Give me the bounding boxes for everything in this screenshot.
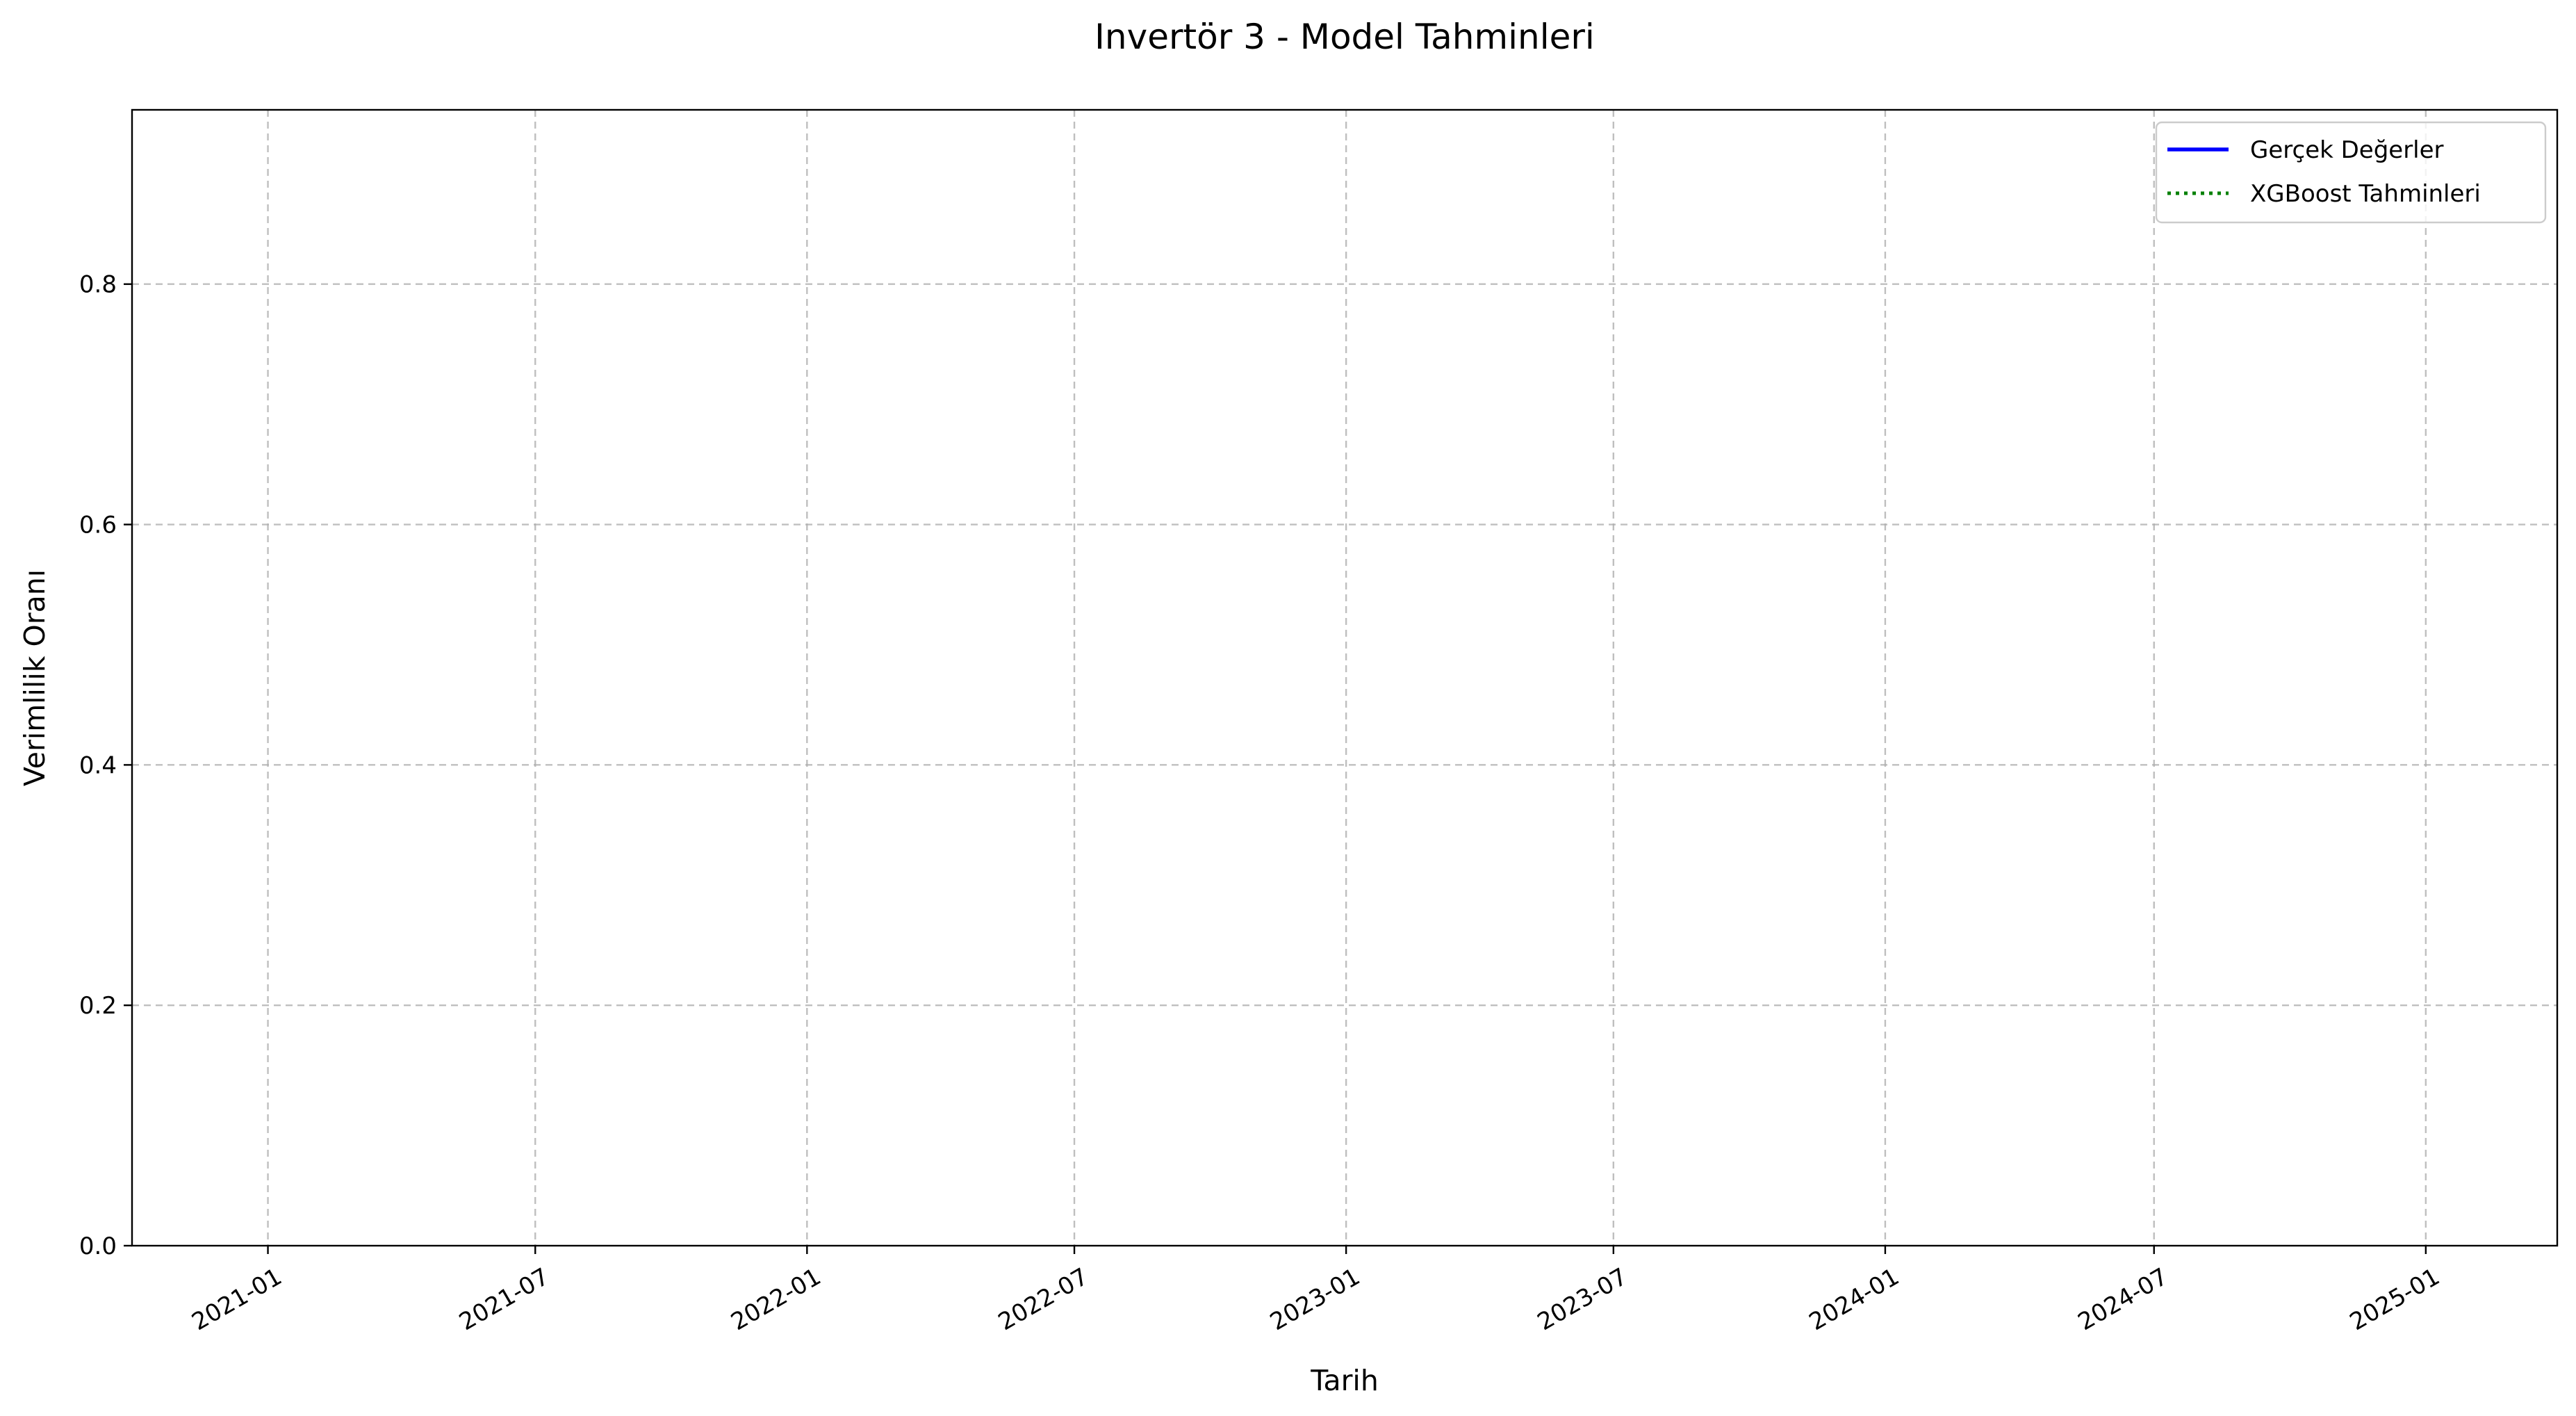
y-tick-label: 0.8: [79, 271, 117, 299]
y-tick-label: 0.0: [79, 1232, 117, 1260]
legend-label-actual: Gerçek Değerler: [2250, 136, 2444, 164]
legend-label-xgboost: XGBoost Tahminleri: [2250, 180, 2481, 208]
plot-area-frame: [131, 108, 2559, 1247]
legend-frame: [2155, 121, 2547, 224]
y-tick-label: 0.4: [79, 751, 117, 779]
legend: Gerçek Değerler XGBoost Tahminleri: [2155, 121, 2547, 224]
y-axis-title: Verimlilik Oranı: [18, 569, 51, 786]
y-tick-label: 0.6: [79, 512, 117, 539]
grid-lines: [132, 110, 2557, 1246]
chart-title: Invertör 3 - Model Tahminleri: [1094, 17, 1595, 57]
x-axis-title: Tarih: [1310, 1364, 1379, 1397]
y-tick-label: 0.2: [79, 992, 117, 1020]
y-axis-ticks: 0.0 0.2 0.4 0.6 0.8: [79, 271, 132, 1260]
